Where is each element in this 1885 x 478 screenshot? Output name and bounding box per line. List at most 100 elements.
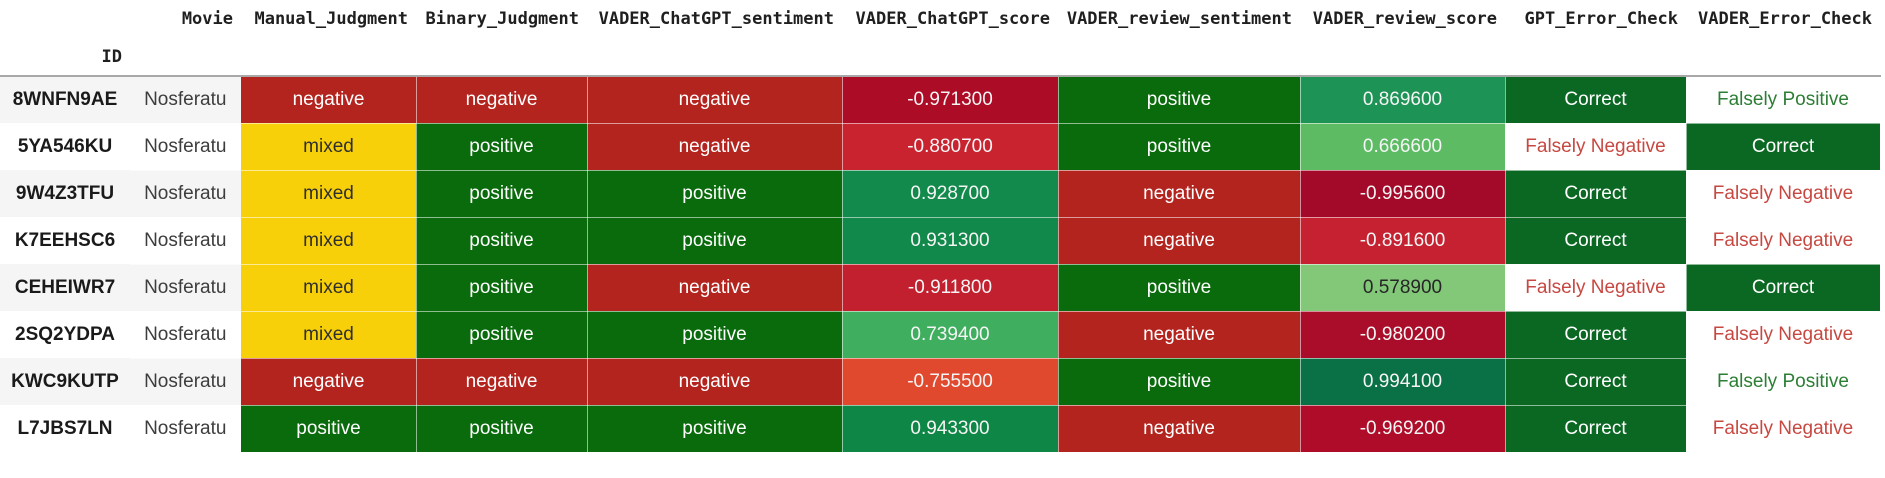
table-row: KWC9KUTP Nosferatu negative negative negativ… — [0, 358, 1881, 406]
column-header-manual-judgment: Manual_Judgment — [241, 0, 416, 38]
table-row: 8WNFN9AE Nosferatu negative negative negativ… — [0, 76, 1881, 124]
cell-manual-judgment: negative — [241, 76, 417, 124]
cell-vader-review-sentiment: positive — [1058, 123, 1301, 171]
cell-gpt-error-check: Correct — [1505, 170, 1687, 218]
index-name-spacer — [1505, 38, 1686, 76]
cell-binary-judgment: positive — [416, 170, 588, 218]
cell-gpt-error-check: Correct — [1505, 405, 1687, 453]
cell-binary-judgment: positive — [416, 264, 588, 312]
cell-vader-chatgpt-sentiment: negative — [587, 76, 843, 124]
cell-binary-judgment: negative — [416, 358, 588, 406]
cell-vader-review-sentiment: negative — [1058, 311, 1301, 359]
cell-manual-judgment: mixed — [241, 311, 417, 359]
cell-vader-chatgpt-sentiment: positive — [587, 311, 843, 359]
cell-binary-judgment: negative — [416, 76, 588, 124]
cell-manual-judgment: mixed — [241, 217, 417, 265]
cell-vader-chatgpt-score: -0.755500 — [842, 358, 1059, 406]
cell-vader-review-sentiment: negative — [1058, 405, 1301, 453]
cell-binary-judgment: positive — [416, 217, 588, 265]
row-id: K7EEHSC6 — [14, 229, 116, 251]
column-header-vader-chatgpt-score: VADER_ChatGPT_score — [842, 0, 1058, 38]
cell-gpt-error-check: Correct — [1505, 76, 1687, 124]
cell-movie: Nosferatu — [130, 217, 241, 265]
row-id: L7JBS7LN — [17, 417, 113, 439]
row-id: CEHEIWR7 — [14, 276, 116, 298]
column-header-vader-error-check: VADER_Error_Check — [1686, 0, 1880, 38]
cell-vader-chatgpt-sentiment: negative — [587, 123, 843, 171]
cell-manual-judgment: positive — [241, 405, 417, 453]
cell-vader-review-score: -0.891600 — [1300, 217, 1506, 265]
cell-vader-chatgpt-score: 0.739400 — [842, 311, 1059, 359]
table-header: Movie Manual_Judgment Binary_Judgment VADER… — [0, 0, 1880, 76]
table-row: 9W4Z3TFU Nosferatu mixed positive positive 0.… — [0, 170, 1881, 218]
cell-vader-review-sentiment: positive — [1058, 76, 1301, 124]
cell-binary-judgment: positive — [416, 123, 588, 171]
table-row: CEHEIWR7 Nosferatu mixed positive negative -0… — [0, 264, 1881, 312]
cell-vader-review-score: -0.969200 — [1300, 405, 1506, 453]
cell-movie: Nosferatu — [130, 123, 241, 171]
cell-vader-chatgpt-score: 0.943300 — [842, 405, 1059, 453]
table-row: 2SQ2YDPA Nosferatu mixed positive positive 0.… — [0, 311, 1881, 359]
cell-vader-error-check: Falsely Negative — [1686, 217, 1881, 265]
table-body: 8WNFN9AE Nosferatu negative negative negativ… — [0, 76, 1881, 453]
cell-vader-review-sentiment: positive — [1058, 358, 1301, 406]
cell-movie: Nosferatu — [130, 264, 241, 312]
cell-vader-review-score: 0.994100 — [1300, 358, 1506, 406]
cell-movie: Nosferatu — [130, 76, 241, 124]
cell-movie: Nosferatu — [130, 311, 241, 359]
table-row: 5YA546KU Nosferatu mixed positive negative -0… — [0, 123, 1881, 171]
column-header-gpt-error-check: GPT_Error_Check — [1505, 0, 1686, 38]
index-name-spacer — [1300, 38, 1505, 76]
cell-vader-review-sentiment: negative — [1058, 217, 1301, 265]
cell-vader-error-check: Falsely Negative — [1686, 311, 1881, 359]
cell-vader-error-check: Correct — [1686, 264, 1881, 312]
cell-gpt-error-check: Correct — [1505, 217, 1687, 265]
row-id: 2SQ2YDPA — [15, 323, 115, 345]
cell-vader-chatgpt-sentiment: negative — [587, 264, 843, 312]
cell-gpt-error-check: Falsely Negative — [1505, 123, 1687, 171]
column-header-vader-chatgpt-sentiment: VADER_ChatGPT_sentiment — [587, 0, 842, 38]
cell-vader-review-score: 0.869600 — [1300, 76, 1506, 124]
cell-vader-chatgpt-sentiment: positive — [587, 405, 843, 453]
cell-gpt-error-check: Correct — [1505, 311, 1687, 359]
index-name-spacer — [1058, 38, 1300, 76]
cell-vader-review-sentiment: positive — [1058, 264, 1301, 312]
index-name-spacer — [587, 38, 842, 76]
index-name-header: ID — [0, 38, 130, 76]
cell-vader-chatgpt-score: 0.928700 — [842, 170, 1059, 218]
cell-vader-error-check: Falsely Positive — [1686, 358, 1881, 406]
index-name-spacer — [416, 38, 587, 76]
cell-gpt-error-check: Falsely Negative — [1505, 264, 1687, 312]
cell-vader-review-score: -0.995600 — [1300, 170, 1506, 218]
cell-manual-judgment: mixed — [241, 170, 417, 218]
cell-vader-review-sentiment: negative — [1058, 170, 1301, 218]
row-id: 9W4Z3TFU — [15, 182, 115, 204]
cell-vader-error-check: Falsely Negative — [1686, 405, 1881, 453]
cell-manual-judgment: negative — [241, 358, 417, 406]
cell-vader-chatgpt-score: -0.911800 — [842, 264, 1059, 312]
index-name-spacer — [1686, 38, 1880, 76]
cell-vader-review-score: 0.578900 — [1300, 264, 1506, 312]
index-name-spacer — [241, 38, 416, 76]
cell-manual-judgment: mixed — [241, 264, 417, 312]
column-header-binary-judgment: Binary_Judgment — [416, 0, 587, 38]
column-header-row: Movie Manual_Judgment Binary_Judgment VADER… — [0, 0, 1880, 38]
cell-vader-error-check: Falsely Positive — [1686, 76, 1881, 124]
cell-gpt-error-check: Correct — [1505, 358, 1687, 406]
cell-vader-chatgpt-score: -0.880700 — [842, 123, 1059, 171]
index-name-row: ID — [0, 38, 1880, 76]
styled-dataframe: Movie Manual_Judgment Binary_Judgment VADER… — [0, 0, 1881, 453]
cell-vader-review-score: 0.666600 — [1300, 123, 1506, 171]
cell-vader-error-check: Falsely Negative — [1686, 170, 1881, 218]
cell-movie: Nosferatu — [130, 358, 241, 406]
row-id: 8WNFN9AE — [12, 89, 118, 110]
corner-cell — [0, 0, 130, 38]
table-row: L7JBS7LN Nosferatu positive positive positiv… — [0, 405, 1881, 453]
cell-vader-chatgpt-score: -0.971300 — [842, 76, 1059, 124]
cell-binary-judgment: positive — [416, 311, 588, 359]
cell-vader-chatgpt-sentiment: positive — [587, 170, 843, 218]
column-header-vader-review-score: VADER_review_score — [1300, 0, 1505, 38]
row-id: 5YA546KU — [17, 135, 113, 157]
column-header-vader-review-sentiment: VADER_review_sentiment — [1058, 0, 1300, 38]
cell-vader-chatgpt-score: 0.931300 — [842, 217, 1059, 265]
